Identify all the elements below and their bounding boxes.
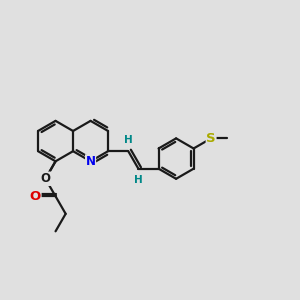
Text: S: S	[206, 132, 216, 145]
Text: O: O	[40, 172, 50, 185]
Text: O: O	[40, 172, 50, 185]
Text: H: H	[134, 175, 143, 185]
Text: N: N	[85, 155, 96, 168]
Text: O: O	[30, 190, 41, 203]
Text: H: H	[124, 135, 133, 145]
